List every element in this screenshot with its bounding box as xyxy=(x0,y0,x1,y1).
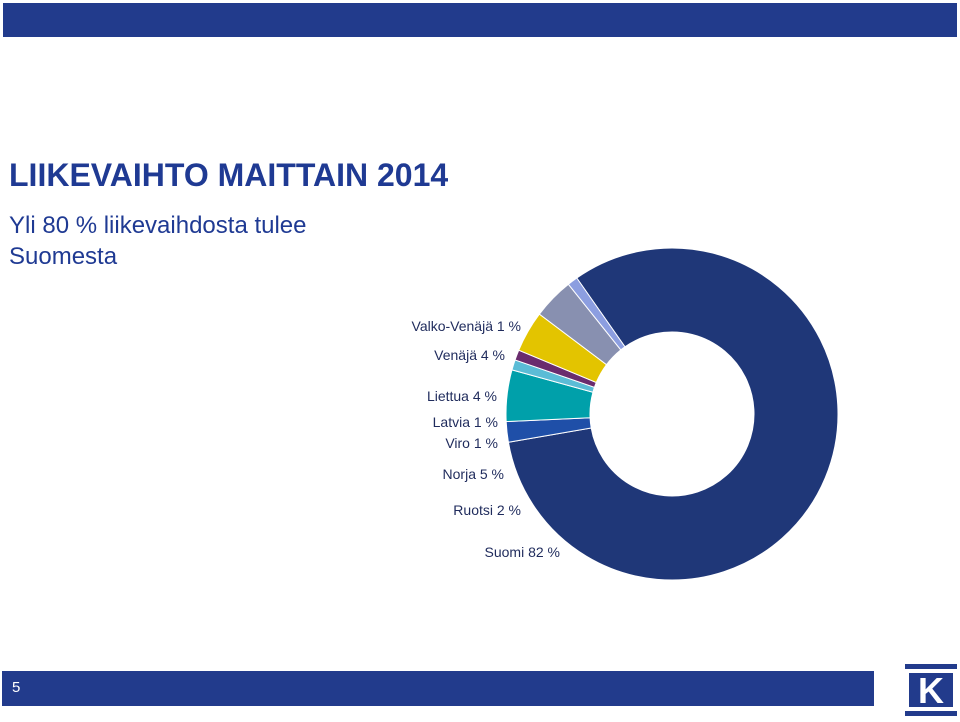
top-banner xyxy=(3,3,957,37)
footer-bar: 5 xyxy=(2,671,874,706)
slide-title: LIIKEVAIHTO MAITTAIN 2014 xyxy=(9,157,449,193)
slice-label-valko-venäjä: Valko-Venäjä 1 % xyxy=(412,318,521,334)
slice-label-suomi: Suomi 82 % xyxy=(485,544,560,560)
slice-suomi xyxy=(507,247,839,581)
slice-label-viro: Viro 1 % xyxy=(445,435,498,451)
slide-subtitle: Yli 80 % liikevaihdosta tulee Suomesta xyxy=(9,212,307,270)
slice-label-latvia: Latvia 1 % xyxy=(433,414,498,430)
slice-label-liettua: Liettua 4 % xyxy=(427,388,497,404)
slice-label-ruotsi: Ruotsi 2 % xyxy=(453,502,521,518)
logo-letter: K xyxy=(918,670,944,711)
slice-label-norja: Norja 5 % xyxy=(443,466,504,482)
k-logo-icon: K xyxy=(905,664,957,716)
page-number: 5 xyxy=(12,679,21,696)
slice-valko-venäjä xyxy=(567,277,626,351)
slice-label-venäjä: Venäjä 4 % xyxy=(434,347,505,363)
